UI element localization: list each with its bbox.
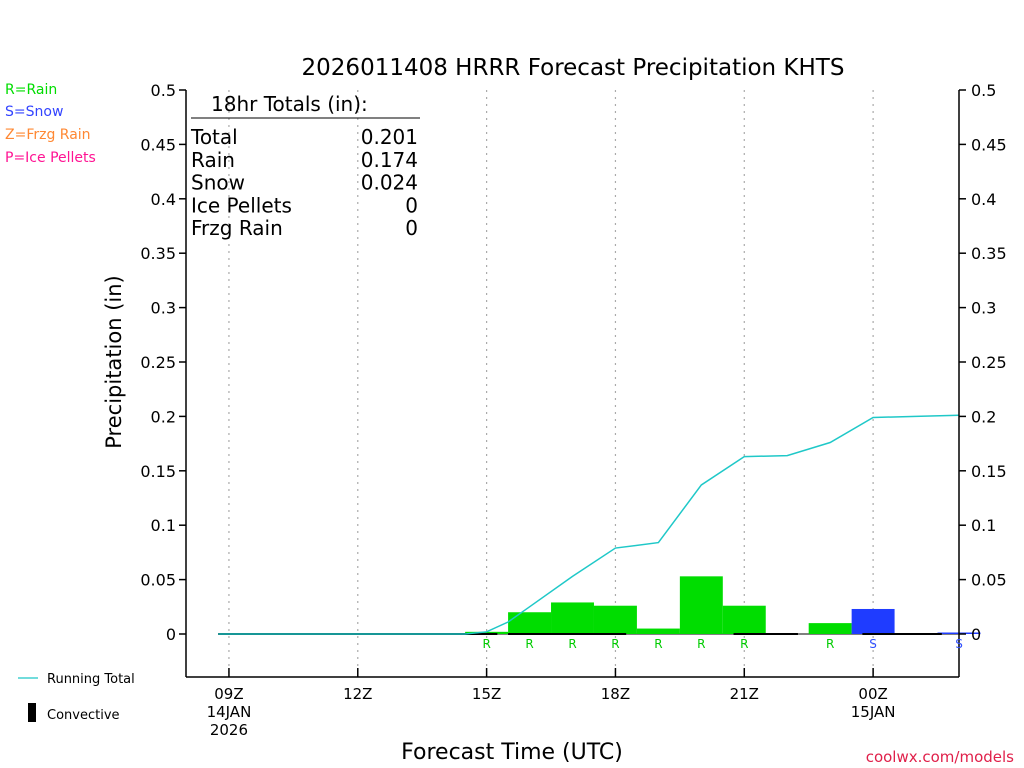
precip-bar [551,602,594,634]
totals-row-value: 0 [405,193,418,217]
y-tick-label-left: 0.25 [140,353,176,372]
y-tick-label-left: 0.35 [140,244,176,263]
y-tick-label-right: 0.15 [971,462,1007,481]
totals-row-value: 0 [405,216,418,240]
legend-running-total-label: Running Total [47,672,135,687]
x-tick-label: 2026 [210,721,248,739]
y-tick-label-right: 0.35 [971,244,1007,263]
legend-rain: R=Rain [5,82,58,98]
totals-row-label: Frzg Rain [191,216,283,240]
y-tick-label-left: 0.15 [140,462,176,481]
y-tick-label-left: 0.05 [140,571,176,590]
precip-bar [593,605,637,634]
x-tick-label: 09Z [214,685,243,703]
gridlines [218,90,959,677]
ptype-mark: R [740,637,748,651]
y-tick-label-right: 0.05 [971,571,1007,590]
y-tick-label-right: 0.25 [971,353,1007,372]
credit-text: coolwx.com/models [866,748,1014,766]
ptype-mark: R [568,637,576,651]
text-layer: 0 00.05 0.050.1 0.10.15 0.150.2 0.20.25 0.250.… [18,55,1014,766]
precip-bar [679,576,723,634]
y-tick-label-right: 0.45 [971,135,1007,154]
totals-header: 18hr Totals (in): [211,92,368,116]
y-tick-label-left: 0.45 [140,135,176,154]
x-tick-label: 14JAN [207,703,252,721]
y-tick-label-right: 0.4 [971,190,996,209]
precip-bar [636,628,680,634]
precip-bar [722,605,766,634]
ptype-mark: R [611,637,619,651]
ptype-mark: S [955,637,963,651]
precip-bar [808,623,852,634]
x-tick-label: 15Z [472,685,501,703]
totals-row-value: 0.174 [361,148,418,172]
precip-bar [465,631,509,634]
x-tick-label: 12Z [343,685,372,703]
y-tick-label-right: 0.3 [971,299,996,318]
precip-bar [508,612,552,634]
x-axis-label: Forecast Time (UTC) [401,740,623,765]
axes-layer [179,89,966,678]
totals-row-label: Snow [191,171,245,195]
ptype-mark: R [654,637,662,651]
ptype-mark: S [869,637,877,651]
totals-row-label: Ice Pellets [191,193,292,217]
legend-frzg-rain: Z=Frzg Rain [5,127,91,143]
x-tick-label: 00Z [858,685,887,703]
y-tick-label-right: 0.2 [971,407,996,426]
chart-title: 2026011408 HRRR Forecast Precipitation K… [302,55,845,81]
x-tick-label: 15JAN [851,703,896,721]
totals-row-label: Total [190,125,238,149]
y-tick-label-right: 0.1 [971,516,996,535]
y-tick-label-left: 0 [166,625,176,644]
x-tick-label: 21Z [730,685,759,703]
ptype-mark: R [826,637,834,651]
running-total-layer [218,414,960,635]
running-total-line [218,414,960,635]
legend-ice-pellets: P=Ice Pellets [5,150,96,166]
x-tick-label: 18Z [601,685,630,703]
y-tick-label-right: 0 [971,625,981,644]
legend-convective-label: Convective [47,708,120,723]
y-tick-label-left: 0.5 [151,81,176,100]
totals-row-value: 0.201 [361,125,418,149]
precip-bar [851,608,895,634]
y-tick-label-left: 0.4 [151,190,176,209]
legend-convective-swatch [28,703,36,722]
y-axis-label: Precipitation (in) [102,275,126,448]
ptype-mark: R [482,637,490,651]
totals-row-value: 0.024 [361,171,418,195]
legend-snow: S=Snow [5,104,64,120]
y-tick-label-left: 0.2 [151,407,176,426]
y-tick-label-left: 0.1 [151,516,176,535]
totals-row-label: Rain [191,148,235,172]
y-tick-label-left: 0.3 [151,299,176,318]
bars-layer [465,576,981,634]
ptype-mark: R [525,637,533,651]
y-tick-label-right: 0.5 [971,81,996,100]
ptype-mark: R [697,637,705,651]
